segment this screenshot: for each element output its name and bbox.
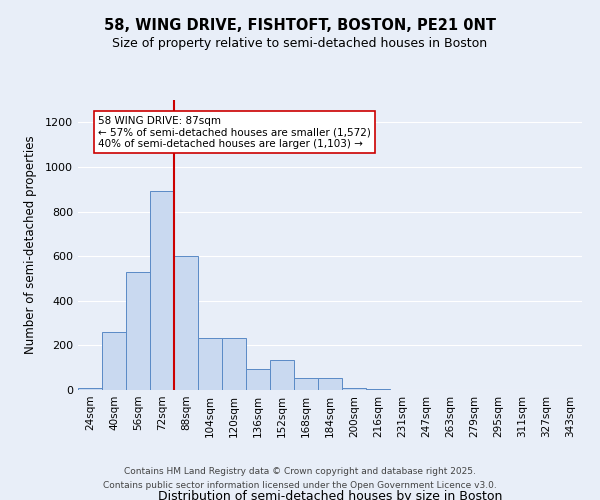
Bar [294, 378, 318, 390]
Bar [342, 388, 366, 390]
Bar [78, 388, 102, 390]
Text: Size of property relative to semi-detached houses in Boston: Size of property relative to semi-detach… [112, 38, 488, 51]
Bar [126, 272, 150, 390]
Bar [246, 369, 270, 390]
Bar [150, 192, 174, 390]
Text: 58 WING DRIVE: 87sqm
← 57% of semi-detached houses are smaller (1,572)
40% of se: 58 WING DRIVE: 87sqm ← 57% of semi-detac… [98, 116, 371, 149]
Bar [222, 338, 246, 390]
Bar [198, 338, 222, 390]
Bar [174, 256, 198, 390]
Bar [366, 389, 390, 390]
Text: Contains HM Land Registry data © Crown copyright and database right 2025.: Contains HM Land Registry data © Crown c… [124, 467, 476, 476]
Bar [102, 332, 126, 390]
Bar [318, 378, 342, 390]
Bar [270, 360, 294, 390]
Text: Contains public sector information licensed under the Open Government Licence v3: Contains public sector information licen… [103, 481, 497, 490]
Text: 58, WING DRIVE, FISHTOFT, BOSTON, PE21 0NT: 58, WING DRIVE, FISHTOFT, BOSTON, PE21 0… [104, 18, 496, 32]
X-axis label: Distribution of semi-detached houses by size in Boston: Distribution of semi-detached houses by … [158, 490, 502, 500]
Y-axis label: Number of semi-detached properties: Number of semi-detached properties [23, 136, 37, 354]
